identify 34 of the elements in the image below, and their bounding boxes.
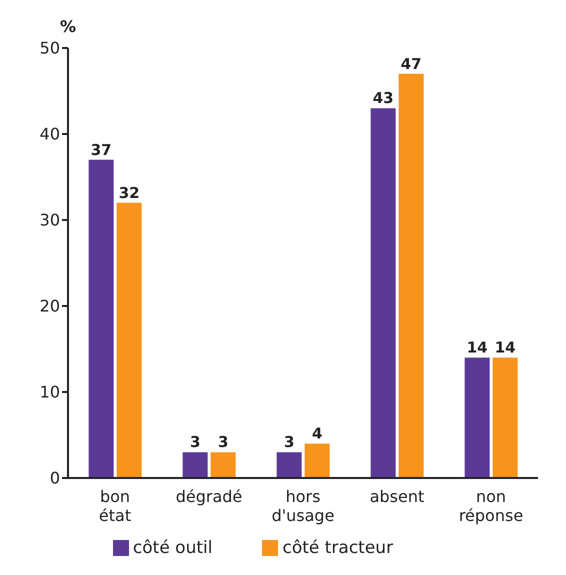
data-label: 47 (400, 54, 422, 73)
y-tick-label: 0 (50, 468, 60, 488)
y-tick-label: 20 (40, 296, 60, 316)
bar (116, 202, 142, 478)
bar (370, 108, 396, 478)
bar (210, 452, 236, 478)
data-label: 3 (190, 433, 200, 452)
x-tick-label: hors d'usage (272, 487, 334, 525)
x-tick-label: absent (370, 487, 424, 506)
bar (464, 358, 490, 478)
y-tick-label: 10 (40, 382, 60, 402)
data-label: 43 (372, 89, 394, 108)
x-tick-label: bon état (98, 487, 132, 525)
bar (88, 160, 114, 478)
y-tick-label: 40 (40, 124, 60, 144)
data-label: 32 (118, 184, 140, 202)
x-tick-label: dégradé (176, 487, 242, 506)
data-label: 37 (90, 140, 112, 159)
bar (182, 452, 208, 478)
data-label: 14 (494, 338, 516, 357)
data-label: 4 (312, 424, 322, 443)
y-tick-label: 30 (40, 210, 60, 230)
data-label: 14 (466, 338, 488, 357)
bar (492, 358, 518, 478)
data-label: 3 (284, 433, 294, 452)
data-label: 3 (218, 433, 228, 452)
y-tick-label: 50 (40, 38, 60, 58)
bar (398, 74, 424, 478)
bar (276, 452, 302, 478)
y-axis-title: % (60, 17, 76, 36)
legend-label: côté tracteur (282, 538, 394, 558)
x-tick-label: non réponse (458, 487, 524, 525)
legend-label: côté outil (132, 538, 212, 558)
bar (304, 444, 330, 478)
